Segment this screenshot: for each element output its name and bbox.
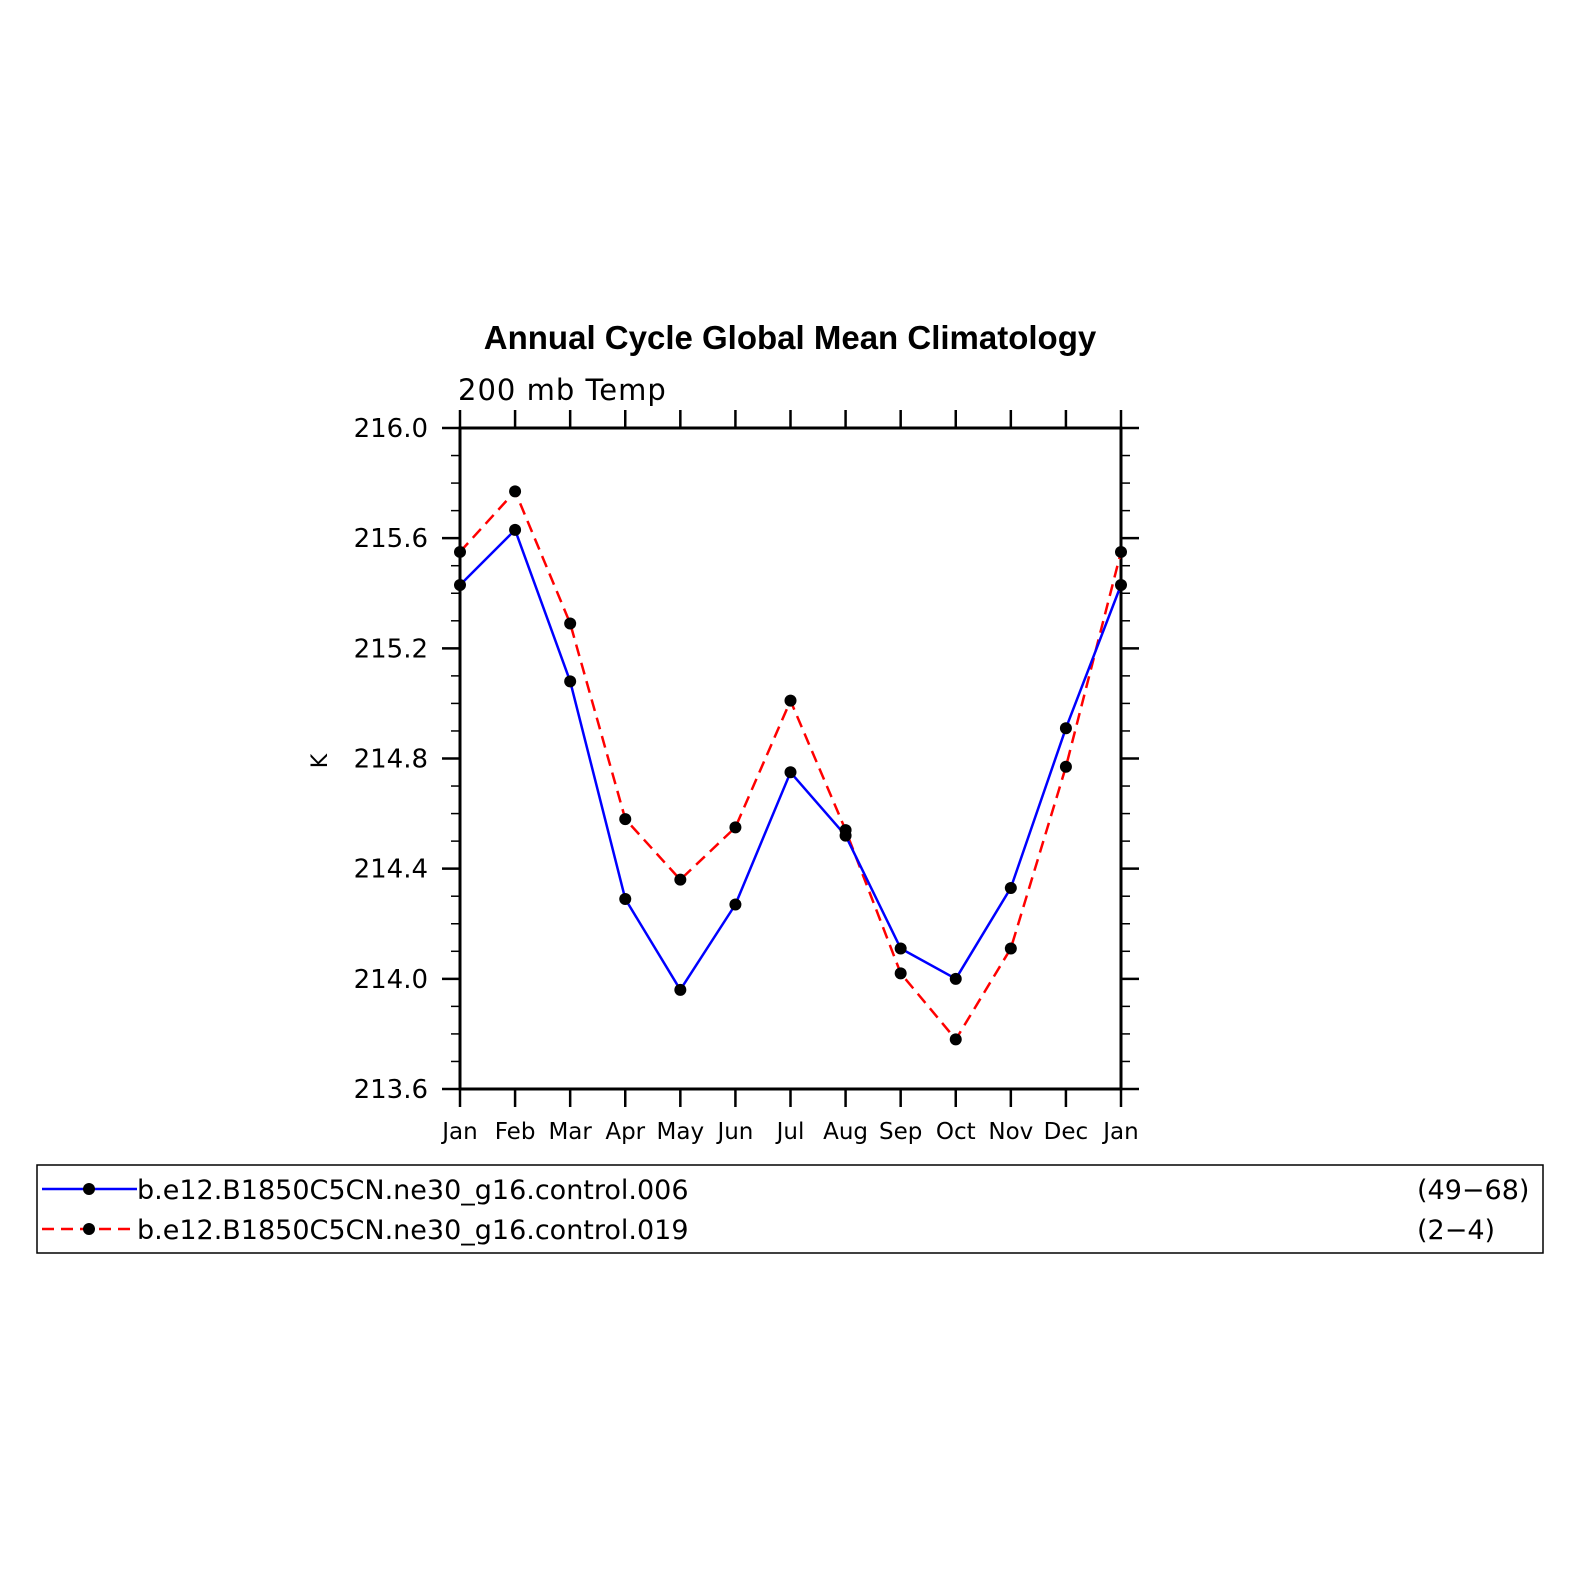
legend-series-years: (49−68)	[1417, 1175, 1529, 1206]
data-point-series-2	[949, 1033, 962, 1046]
data-point-series-1	[1059, 722, 1072, 735]
data-point-series-2	[894, 967, 907, 980]
data-point-series-1	[564, 675, 577, 688]
data-point-series-2	[839, 824, 852, 837]
legend-marker-2	[83, 1223, 95, 1235]
data-point-series-1	[729, 898, 742, 911]
data-point-series-1	[1004, 881, 1017, 894]
x-tick-label: Sep	[879, 1119, 922, 1145]
legend-series-years: (2−4)	[1417, 1215, 1495, 1246]
x-tick-label: Oct	[936, 1119, 976, 1145]
x-tick-label: Feb	[495, 1119, 536, 1145]
data-point-series-1	[509, 523, 522, 536]
plot-frame	[458, 426, 1123, 1091]
legend-box	[36, 1164, 1544, 1254]
data-point-series-2	[509, 485, 522, 498]
data-point-series-1	[454, 578, 466, 591]
data-point-series-2	[1059, 760, 1072, 773]
legend-series-name: b.e12.B1850C5CN.ne30_g16.control.006	[137, 1175, 689, 1206]
y-tick-label: 214.0	[354, 965, 428, 995]
x-tick-label: Nov	[988, 1119, 1033, 1145]
x-tick-label: Aug	[823, 1119, 868, 1145]
x-tick-label: Jan	[1101, 1119, 1138, 1145]
x-tick-label: Jun	[715, 1119, 753, 1145]
y-tick-label: 214.8	[354, 745, 428, 775]
data-point-series-2	[1115, 545, 1127, 558]
data-point-series-1	[784, 766, 797, 779]
x-tick-label: Jul	[775, 1119, 805, 1145]
data-point-series-2	[619, 813, 632, 826]
y-tick-label: 215.2	[354, 634, 428, 664]
x-tick-label: May	[657, 1119, 705, 1145]
y-tick-label: 214.4	[354, 855, 428, 885]
plot-axes: 216.0 215.6 215.2 214.8 214.4 214.0 213.6 Jan Fe…	[354, 410, 1139, 1145]
data-point-series-2	[1004, 942, 1017, 955]
legend-series-name: b.e12.B1850C5CN.ne30_g16.control.019	[137, 1215, 689, 1246]
data-point-series-1	[619, 892, 632, 905]
x-tick-label: Jan	[440, 1119, 477, 1145]
data-point-series-2	[454, 545, 466, 558]
chart-subtitle: 200 mb Temp	[458, 373, 667, 407]
data-point-series-1	[894, 942, 907, 955]
data-point-series-1	[674, 983, 687, 996]
series-line-2	[459, 490, 1123, 1041]
data-point-series-1	[949, 972, 962, 985]
y-tick-label: 213.6	[354, 1075, 428, 1105]
chart-legend: b.e12.B1850C5CN.ne30_g16.control.006 (49−…	[36, 1164, 1544, 1254]
y-axis-label: K	[308, 753, 333, 768]
plot-series	[454, 485, 1127, 1046]
chart-title: Annual Cycle Global Mean Climatology	[484, 319, 1097, 356]
data-point-series-2	[674, 873, 687, 886]
data-point-series-2	[784, 694, 797, 707]
data-point-series-2	[564, 617, 577, 630]
y-tick-label: 216.0	[354, 414, 428, 444]
x-tick-label: Mar	[548, 1119, 592, 1145]
data-point-series-2	[729, 821, 742, 834]
x-tick-label: Dec	[1044, 1119, 1089, 1145]
legend-marker-1	[83, 1183, 95, 1195]
x-tick-label: Apr	[605, 1119, 645, 1145]
y-tick-label: 215.6	[354, 524, 428, 554]
data-point-series-1	[1115, 578, 1127, 591]
